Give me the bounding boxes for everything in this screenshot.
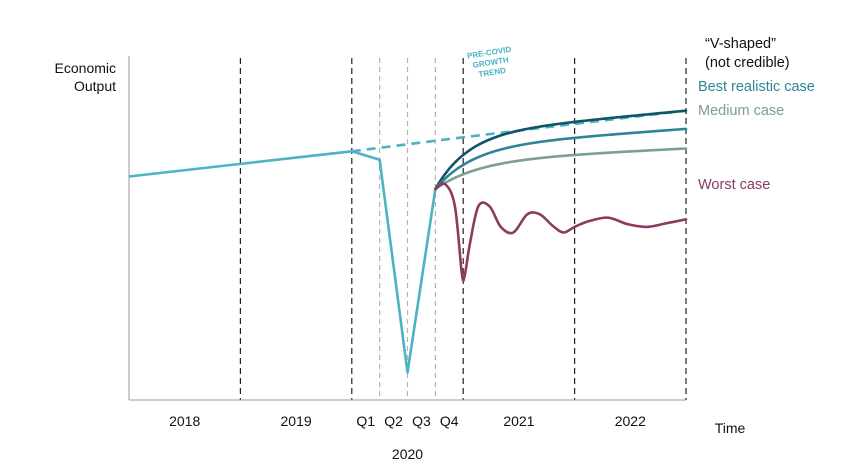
labels: Economic Output Time 2018 2019 Q1 Q2 Q3 Q4 2021 20… bbox=[55, 36, 815, 462]
period-label-q1: Q1 bbox=[356, 413, 375, 429]
year-2020-label: 2020 bbox=[392, 446, 423, 462]
period-label-q2: Q2 bbox=[384, 413, 403, 429]
scenario-label-worst: Worst case bbox=[698, 177, 770, 193]
y-axis-label-line-1: Output bbox=[74, 78, 116, 94]
period-label-2022: 2022 bbox=[615, 413, 646, 429]
period-label-2018: 2018 bbox=[169, 413, 200, 429]
scenario-label-best: Best realistic case bbox=[698, 79, 815, 95]
scenario-label-v-shaped-0: “V-shaped” bbox=[705, 36, 776, 52]
scenario-line-worst bbox=[435, 183, 686, 280]
y-axis-label-line-0: Economic bbox=[55, 60, 116, 76]
scenario-line-medium bbox=[435, 149, 686, 190]
period-dividers bbox=[240, 58, 686, 400]
period-label-q4: Q4 bbox=[440, 413, 459, 429]
period-label-2019: 2019 bbox=[281, 413, 312, 429]
period-label-2021: 2021 bbox=[503, 413, 534, 429]
period-label-q3: Q3 bbox=[412, 413, 431, 429]
y-axis-label: Economic Output bbox=[55, 60, 117, 94]
scenario-line-best bbox=[435, 129, 686, 189]
scenario-label-medium: Medium case bbox=[698, 103, 784, 119]
actual-output-line bbox=[129, 151, 435, 372]
scenario-label-v-shaped-1: (not credible) bbox=[705, 55, 790, 71]
x-axis-label: Time bbox=[715, 420, 746, 436]
